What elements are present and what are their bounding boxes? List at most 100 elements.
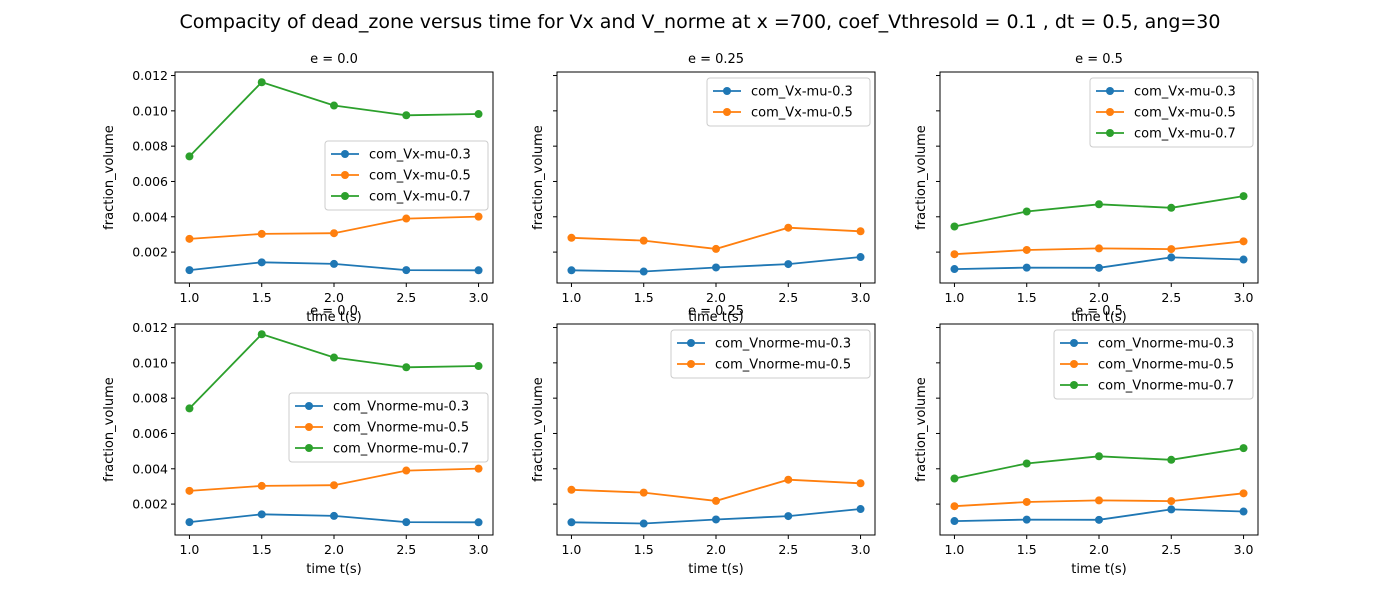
data-point (856, 505, 865, 514)
data-point (639, 236, 648, 245)
subplot-title: e = 0.0 (310, 304, 358, 319)
legend-label: com_Vx-mu-0.5 (369, 169, 471, 184)
legend-label: com_Vx-mu-0.5 (1134, 106, 1236, 121)
x-tick-label: 1.0 (180, 542, 200, 557)
y-axis-label: fraction_volume (914, 125, 929, 230)
legend-swatch-marker (1106, 129, 1114, 137)
data-point (639, 488, 648, 497)
y-tick-label: 0.010 (132, 355, 168, 370)
legend-box (1053, 329, 1254, 400)
data-point (330, 229, 338, 238)
legend-swatch-marker (1070, 360, 1078, 368)
data-point (185, 518, 194, 527)
x-tick-label: 2.5 (396, 542, 416, 557)
data-point (474, 110, 483, 119)
data-point (950, 250, 959, 259)
legend-swatch-marker (341, 150, 349, 158)
data-point (185, 234, 194, 243)
x-tick-label: 1.5 (634, 290, 654, 305)
x-tick-label: 2.5 (1161, 290, 1181, 305)
data-point (784, 260, 793, 269)
x-tick-label: 3.0 (851, 290, 871, 305)
data-point (1022, 459, 1031, 468)
data-point (402, 518, 411, 527)
legend: com_Vnorme-mu-0.3 com_Vnorme-mu-0.5 (670, 329, 871, 379)
x-tick-label: 1.0 (945, 542, 965, 557)
legend-swatch-marker (687, 360, 695, 368)
y-tick-label: 0.006 (132, 426, 168, 441)
data-point (1239, 192, 1248, 201)
legend-label: com_Vx-mu-0.3 (751, 85, 853, 100)
legend-label: com_Vnorme-mu-0.3 (715, 337, 851, 352)
x-tick-label: 2.0 (324, 290, 344, 305)
data-point (1022, 207, 1031, 216)
x-axis-label: time t(s) (1071, 562, 1127, 577)
x-tick-label: 2.0 (1089, 542, 1109, 557)
data-point (950, 265, 959, 274)
data-point (712, 263, 720, 272)
data-point (567, 485, 576, 494)
legend-swatch-marker (341, 192, 349, 200)
legend: com_Vx-mu-0.3 com_Vx-mu-0.5 com_Vx-mu-0.7 (324, 140, 489, 211)
legend-label: com_Vx-mu-0.3 (369, 148, 471, 163)
data-point (1022, 515, 1031, 524)
data-point (474, 266, 483, 275)
data-point (474, 464, 483, 473)
data-point (1095, 200, 1103, 209)
x-tick-label: 3.0 (851, 542, 871, 557)
data-point (1167, 505, 1176, 514)
data-point (567, 233, 576, 242)
data-point (1095, 244, 1103, 253)
subplot-5: e = 0.25 1.0 1.5 2.0 2.5 3.0 time t(s) fraction… (531, 304, 876, 577)
legend-label: com_Vnorme-mu-0.7 (1098, 379, 1234, 394)
data-point (330, 481, 338, 490)
subplot-title: e = 0.25 (688, 304, 744, 319)
data-point (712, 496, 720, 505)
y-tick-label: 0.010 (132, 103, 168, 118)
y-tick-label: 0.004 (132, 209, 168, 224)
x-tick-label: 1.5 (1017, 290, 1037, 305)
subplot-title: e = 0.5 (1075, 52, 1123, 67)
x-tick-label: 1.5 (252, 542, 272, 557)
y-tick-label: 0.012 (132, 68, 168, 83)
legend-label: com_Vx-mu-0.7 (1134, 127, 1236, 142)
legend-label: com_Vx-mu-0.3 (1134, 85, 1236, 100)
subplot-1: e = 0.0 1.0 1.5 2.0 2.5 3.0 0.002 0.004 0.006 0.0… (102, 52, 494, 325)
data-point (474, 212, 483, 221)
legend-label: com_Vnorme-mu-0.7 (333, 442, 469, 457)
data-point (1167, 245, 1176, 254)
x-tick-label: 3.0 (1234, 290, 1254, 305)
y-tick-label: 0.006 (132, 174, 168, 189)
data-point (402, 266, 411, 275)
data-point (257, 481, 266, 490)
data-point (856, 227, 865, 236)
data-point (1095, 515, 1103, 524)
subplot-6: e = 0.5 1.0 1.5 2.0 2.5 3.0 time t(s) fraction_… (914, 304, 1259, 577)
y-axis-label: fraction_volume (531, 125, 546, 230)
legend-box (324, 140, 489, 211)
subplot-title: e = 0.0 (310, 52, 358, 67)
legend-box (706, 77, 871, 127)
data-point (185, 152, 194, 161)
data-point (402, 214, 411, 223)
data-point (1095, 263, 1103, 272)
data-point (1167, 253, 1176, 262)
legend: com_Vx-mu-0.3 com_Vx-mu-0.5 com_Vx-mu-0.7 (1089, 77, 1254, 148)
data-point (402, 111, 411, 120)
data-point (1022, 263, 1031, 272)
data-point (1095, 452, 1103, 461)
data-point (185, 486, 194, 495)
data-point (1167, 497, 1176, 506)
legend-label: com_Vnorme-mu-0.3 (333, 400, 469, 415)
x-axis-label: time t(s) (306, 310, 362, 325)
data-point (402, 466, 411, 475)
data-point (330, 259, 338, 268)
data-point (330, 511, 338, 520)
data-point (257, 78, 266, 87)
data-point (950, 517, 959, 526)
subplot-title: e = 0.5 (1075, 304, 1123, 319)
x-tick-label: 2.0 (706, 290, 726, 305)
data-point (330, 101, 338, 110)
data-point (1167, 203, 1176, 212)
